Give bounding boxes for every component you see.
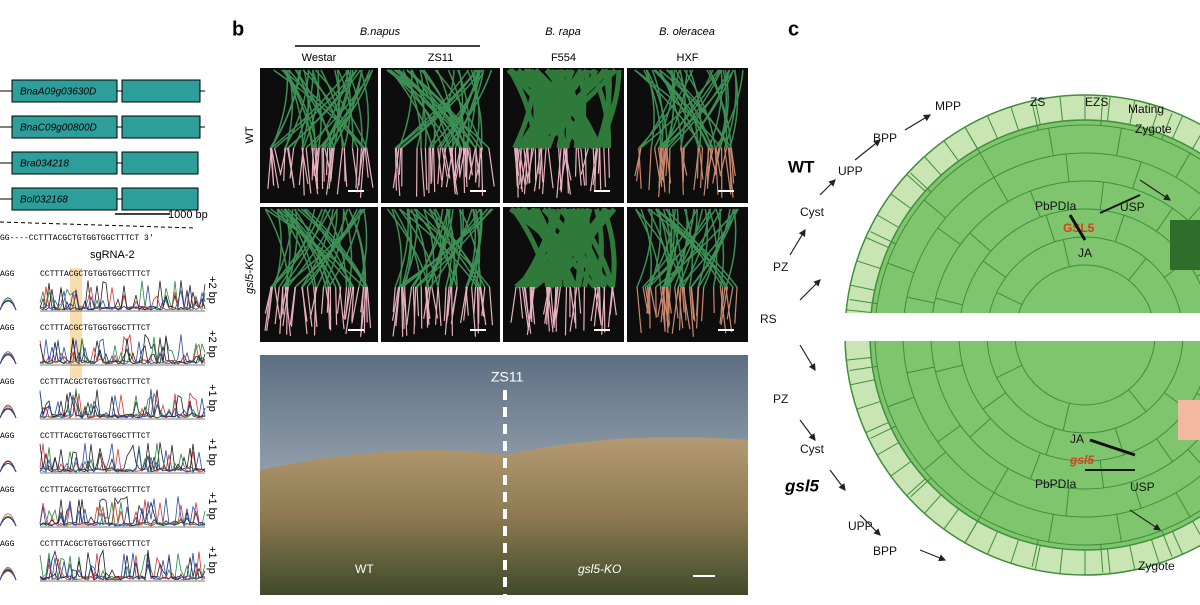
cultivar-label: ZS11 xyxy=(428,52,453,64)
seq-left: AGG xyxy=(0,324,15,333)
field-label: gsl5-KO xyxy=(578,562,621,576)
reference-sequence: GG----CCTTTACGCTGTGGTGGCTTTCT 3' xyxy=(0,234,154,243)
field-photo: ZS11 WT gsl5-KO xyxy=(260,355,748,595)
diagram-label: ZS xyxy=(1030,95,1045,109)
diagram-label: Zygote xyxy=(1135,122,1172,136)
chromatogram-trace xyxy=(0,463,16,472)
diagram-label: MPP xyxy=(935,99,961,113)
genotype-label: WT xyxy=(244,126,256,143)
root xyxy=(575,287,576,329)
exon xyxy=(122,152,198,174)
panel-b: b B.napus B. rapa B. oleracea Westar ZS11… xyxy=(232,18,748,595)
diagram-label: Cyst xyxy=(800,442,825,456)
root xyxy=(714,287,715,313)
seq-left: AGG xyxy=(0,540,15,549)
gene-name: BnaA09g03630D xyxy=(20,87,96,98)
diagram-label: PZ xyxy=(773,260,788,274)
root xyxy=(585,148,586,185)
cultivar-label: Westar xyxy=(302,52,337,64)
genotype-label: gsl5-KO xyxy=(244,254,256,294)
root xyxy=(669,148,670,194)
exon xyxy=(122,116,200,138)
diagram-label: UPP xyxy=(838,164,863,178)
cultivar-label: F554 xyxy=(551,52,576,64)
species-label: B. oleracea xyxy=(659,26,715,38)
panel-label: b xyxy=(232,18,244,40)
diagram-label: EZS xyxy=(1085,95,1108,109)
seq-left: AGG xyxy=(0,432,15,441)
seq: CCTTTACGCTGTGGTGGCTTTCT xyxy=(40,378,151,387)
diagram-label: Mating xyxy=(1128,102,1164,116)
root xyxy=(430,148,431,184)
gene-name: BnaC09g00800D xyxy=(20,123,97,134)
chromatogram-trace xyxy=(0,355,16,364)
root xyxy=(698,148,699,179)
diagram-label: JA xyxy=(1078,246,1092,260)
exon xyxy=(122,80,200,102)
gene-name: Bol032168 xyxy=(20,195,68,206)
seq-left: AGG xyxy=(0,270,15,279)
diagram-label: Cyst xyxy=(800,205,825,219)
diagram-label: PZ xyxy=(773,392,788,406)
root xyxy=(609,148,610,178)
cultivar-label: HXF xyxy=(677,52,699,64)
diagram-label: RS xyxy=(760,312,777,326)
seq-left: AGG xyxy=(0,486,15,495)
edit-label: +2 bp xyxy=(206,276,218,304)
edit-label: +1 bp xyxy=(206,492,218,520)
chromatogram-trace xyxy=(0,571,16,580)
scale-bar-label: 1000 bp xyxy=(168,209,208,221)
gene-name: Bra034218 xyxy=(20,159,69,170)
diagram-label: USP xyxy=(1130,480,1155,494)
seq: CCTTTACGCTGTGGTGGCTTTCT xyxy=(40,540,151,549)
chromatogram-trace xyxy=(0,517,16,526)
diagram-label: gsl5 xyxy=(1069,453,1094,467)
root xyxy=(584,287,585,331)
diagram-label: Zygote xyxy=(1138,559,1175,573)
root xyxy=(322,148,323,189)
species-label: B.napus xyxy=(360,26,401,38)
genotype-label: gsl5 xyxy=(784,476,820,495)
root xyxy=(421,287,422,329)
diagram-label: BPP xyxy=(873,544,897,558)
seq: CCTTTACGCTGTGGTGGCTTTCT xyxy=(40,270,151,279)
edit-label: +1 bp xyxy=(206,384,218,412)
root xyxy=(576,148,577,177)
chromatogram-trace xyxy=(0,514,16,526)
chromatogram-trace xyxy=(0,461,16,472)
edit-label: +1 bp xyxy=(206,546,218,574)
root xyxy=(364,287,365,333)
seq: CCTTTACGCTGTGGTGGCTTTCT xyxy=(40,486,151,495)
exon xyxy=(122,188,198,210)
diagram-label: UPP xyxy=(848,519,873,533)
field-label: ZS11 xyxy=(491,369,524,385)
diagram-label: PbPDIa xyxy=(1035,477,1077,491)
chromatogram-trace xyxy=(0,300,16,310)
field-label: WT xyxy=(355,562,374,576)
edit-label: +2 bp xyxy=(206,330,218,358)
seq: CCTTTACGCTGTGGTGGCTTTCT xyxy=(40,432,151,441)
edit-label: +1 bp xyxy=(206,438,218,466)
panel-label: c xyxy=(788,18,799,40)
sgrna-label: sgRNA-2 xyxy=(90,249,135,261)
seq: CCTTTACGCTGTGGTGGCTTTCT xyxy=(40,324,151,333)
diagram-label: JA xyxy=(1070,432,1084,446)
panel-a: BnaA09g03630D BnaC09g00800D Bra034218 Bol03… xyxy=(0,0,218,581)
genotype-label: WT xyxy=(788,157,815,176)
species-label: B. rapa xyxy=(545,26,580,38)
root xyxy=(452,287,453,336)
seq-left: AGG xyxy=(0,378,15,387)
diagram-label: PbPDIa xyxy=(1035,199,1077,213)
